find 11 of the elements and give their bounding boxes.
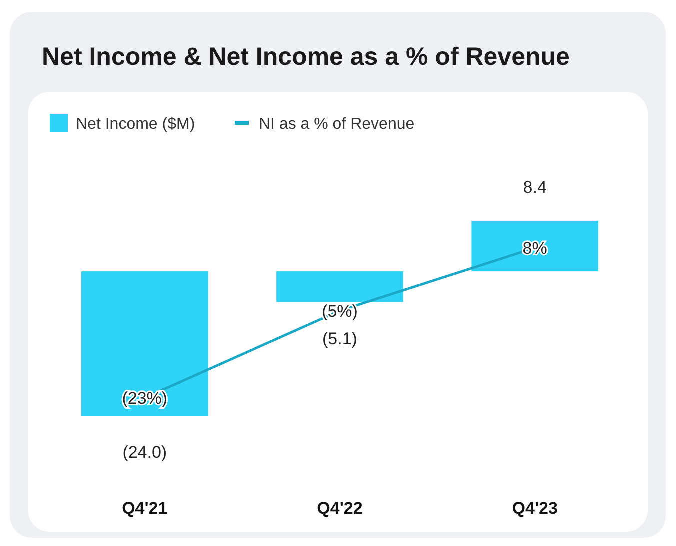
- chart-title: Net Income & Net Income as a % of Revenue: [42, 43, 570, 71]
- x-tick-label: Q4'23: [512, 499, 558, 518]
- data-label: (23%): [122, 389, 168, 408]
- x-tick-label: Q4'21: [122, 499, 168, 518]
- legend-label: NI as a % of Revenue: [259, 116, 415, 133]
- data-label: (5.1): [322, 329, 358, 348]
- legend-label: Net Income ($M): [76, 116, 196, 133]
- x-tick-label: Q4'22: [317, 499, 363, 518]
- data-label: 8%: [522, 239, 548, 258]
- data-label: (24.0): [122, 443, 168, 462]
- data-label: 8.4: [523, 178, 547, 197]
